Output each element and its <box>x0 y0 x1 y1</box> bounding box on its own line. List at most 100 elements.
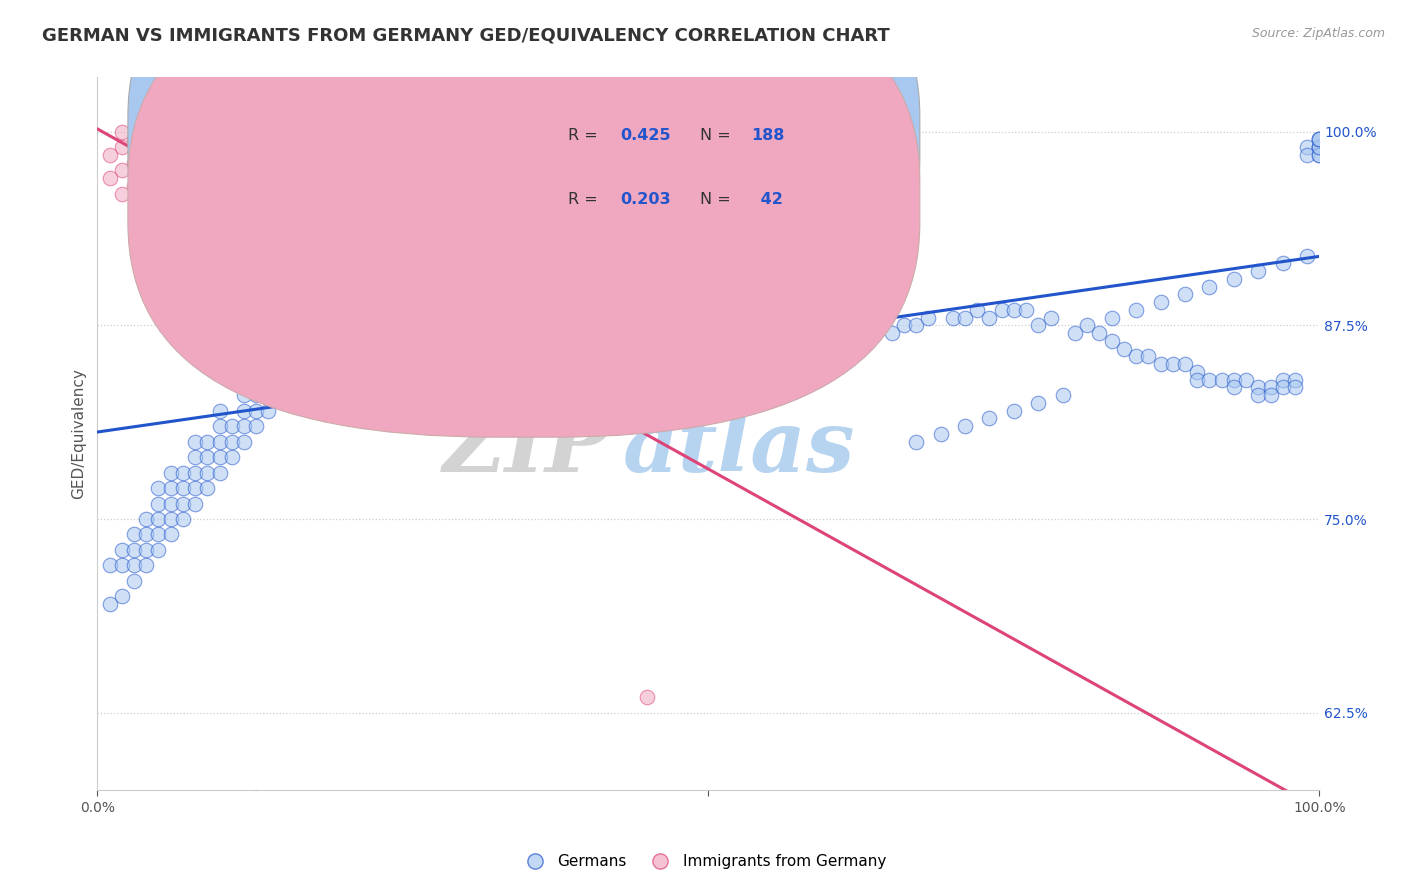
Point <box>697 256 720 270</box>
Y-axis label: GED/Equivalency: GED/Equivalency <box>72 368 86 500</box>
Point <box>159 125 181 139</box>
Point <box>1028 396 1050 410</box>
Point <box>1101 310 1123 325</box>
Point <box>513 233 536 247</box>
Point <box>1002 403 1025 417</box>
Point <box>172 481 194 495</box>
Point <box>1308 140 1330 154</box>
Point <box>905 434 928 449</box>
Point <box>233 419 256 434</box>
Point <box>98 171 121 186</box>
Point <box>734 249 756 263</box>
Point <box>966 302 988 317</box>
Point <box>612 287 634 301</box>
Point <box>221 153 243 167</box>
Text: N =: N = <box>700 192 735 207</box>
Point <box>135 558 157 573</box>
Point <box>221 450 243 464</box>
Point <box>111 140 134 154</box>
Point <box>979 411 1001 425</box>
Point <box>526 334 548 348</box>
Point <box>661 272 683 286</box>
Point <box>1308 140 1330 154</box>
Point <box>1260 380 1282 394</box>
Point <box>318 310 340 325</box>
Point <box>538 226 561 240</box>
Point <box>122 558 145 573</box>
Point <box>233 434 256 449</box>
Point <box>122 132 145 146</box>
Point <box>502 342 524 356</box>
Point <box>1308 132 1330 146</box>
Point <box>354 287 377 301</box>
FancyBboxPatch shape <box>128 0 920 437</box>
Point <box>1284 373 1306 387</box>
Text: 0.203: 0.203 <box>620 192 671 207</box>
Point <box>257 373 280 387</box>
Point <box>869 218 891 232</box>
Point <box>172 466 194 480</box>
FancyBboxPatch shape <box>128 0 920 374</box>
Point <box>257 186 280 201</box>
Point <box>148 481 170 495</box>
Point <box>208 148 231 162</box>
Point <box>208 171 231 186</box>
Point <box>429 264 451 278</box>
Point <box>721 249 744 263</box>
Point <box>429 249 451 263</box>
Point <box>1076 318 1098 333</box>
Point <box>195 450 218 464</box>
Point <box>392 279 415 293</box>
Point <box>159 496 181 510</box>
Point <box>330 295 353 310</box>
Point <box>195 434 218 449</box>
Point <box>672 264 695 278</box>
Text: 0.425: 0.425 <box>620 128 671 143</box>
Point <box>1125 349 1147 363</box>
Point <box>477 241 499 255</box>
Point <box>330 310 353 325</box>
Point <box>453 241 475 255</box>
Point <box>122 574 145 588</box>
Point <box>477 349 499 363</box>
Point <box>1149 357 1171 371</box>
Point <box>392 264 415 278</box>
Point <box>343 295 366 310</box>
Point <box>111 163 134 178</box>
Point <box>453 190 475 204</box>
Point <box>208 434 231 449</box>
Point <box>1039 310 1062 325</box>
Point <box>1284 380 1306 394</box>
Text: 188: 188 <box>751 128 785 143</box>
Point <box>135 171 157 186</box>
Point <box>1149 295 1171 310</box>
Point <box>148 496 170 510</box>
Point <box>307 326 329 340</box>
Point <box>195 481 218 495</box>
Point <box>636 690 658 705</box>
Point <box>551 226 574 240</box>
Point <box>1125 302 1147 317</box>
Point <box>208 466 231 480</box>
Point <box>148 543 170 558</box>
Point <box>172 512 194 526</box>
Point <box>1308 140 1330 154</box>
Point <box>1198 373 1220 387</box>
Point <box>257 388 280 402</box>
Point <box>208 403 231 417</box>
Point <box>1064 326 1087 340</box>
Point <box>588 295 610 310</box>
Point <box>929 426 952 441</box>
Point <box>440 256 463 270</box>
Point <box>1247 388 1270 402</box>
Point <box>1247 264 1270 278</box>
Point <box>1296 140 1319 154</box>
Point <box>159 466 181 480</box>
Point <box>172 496 194 510</box>
Point <box>562 226 585 240</box>
Point <box>111 125 134 139</box>
Point <box>330 318 353 333</box>
Point <box>526 233 548 247</box>
Point <box>245 790 267 805</box>
Point <box>330 190 353 204</box>
